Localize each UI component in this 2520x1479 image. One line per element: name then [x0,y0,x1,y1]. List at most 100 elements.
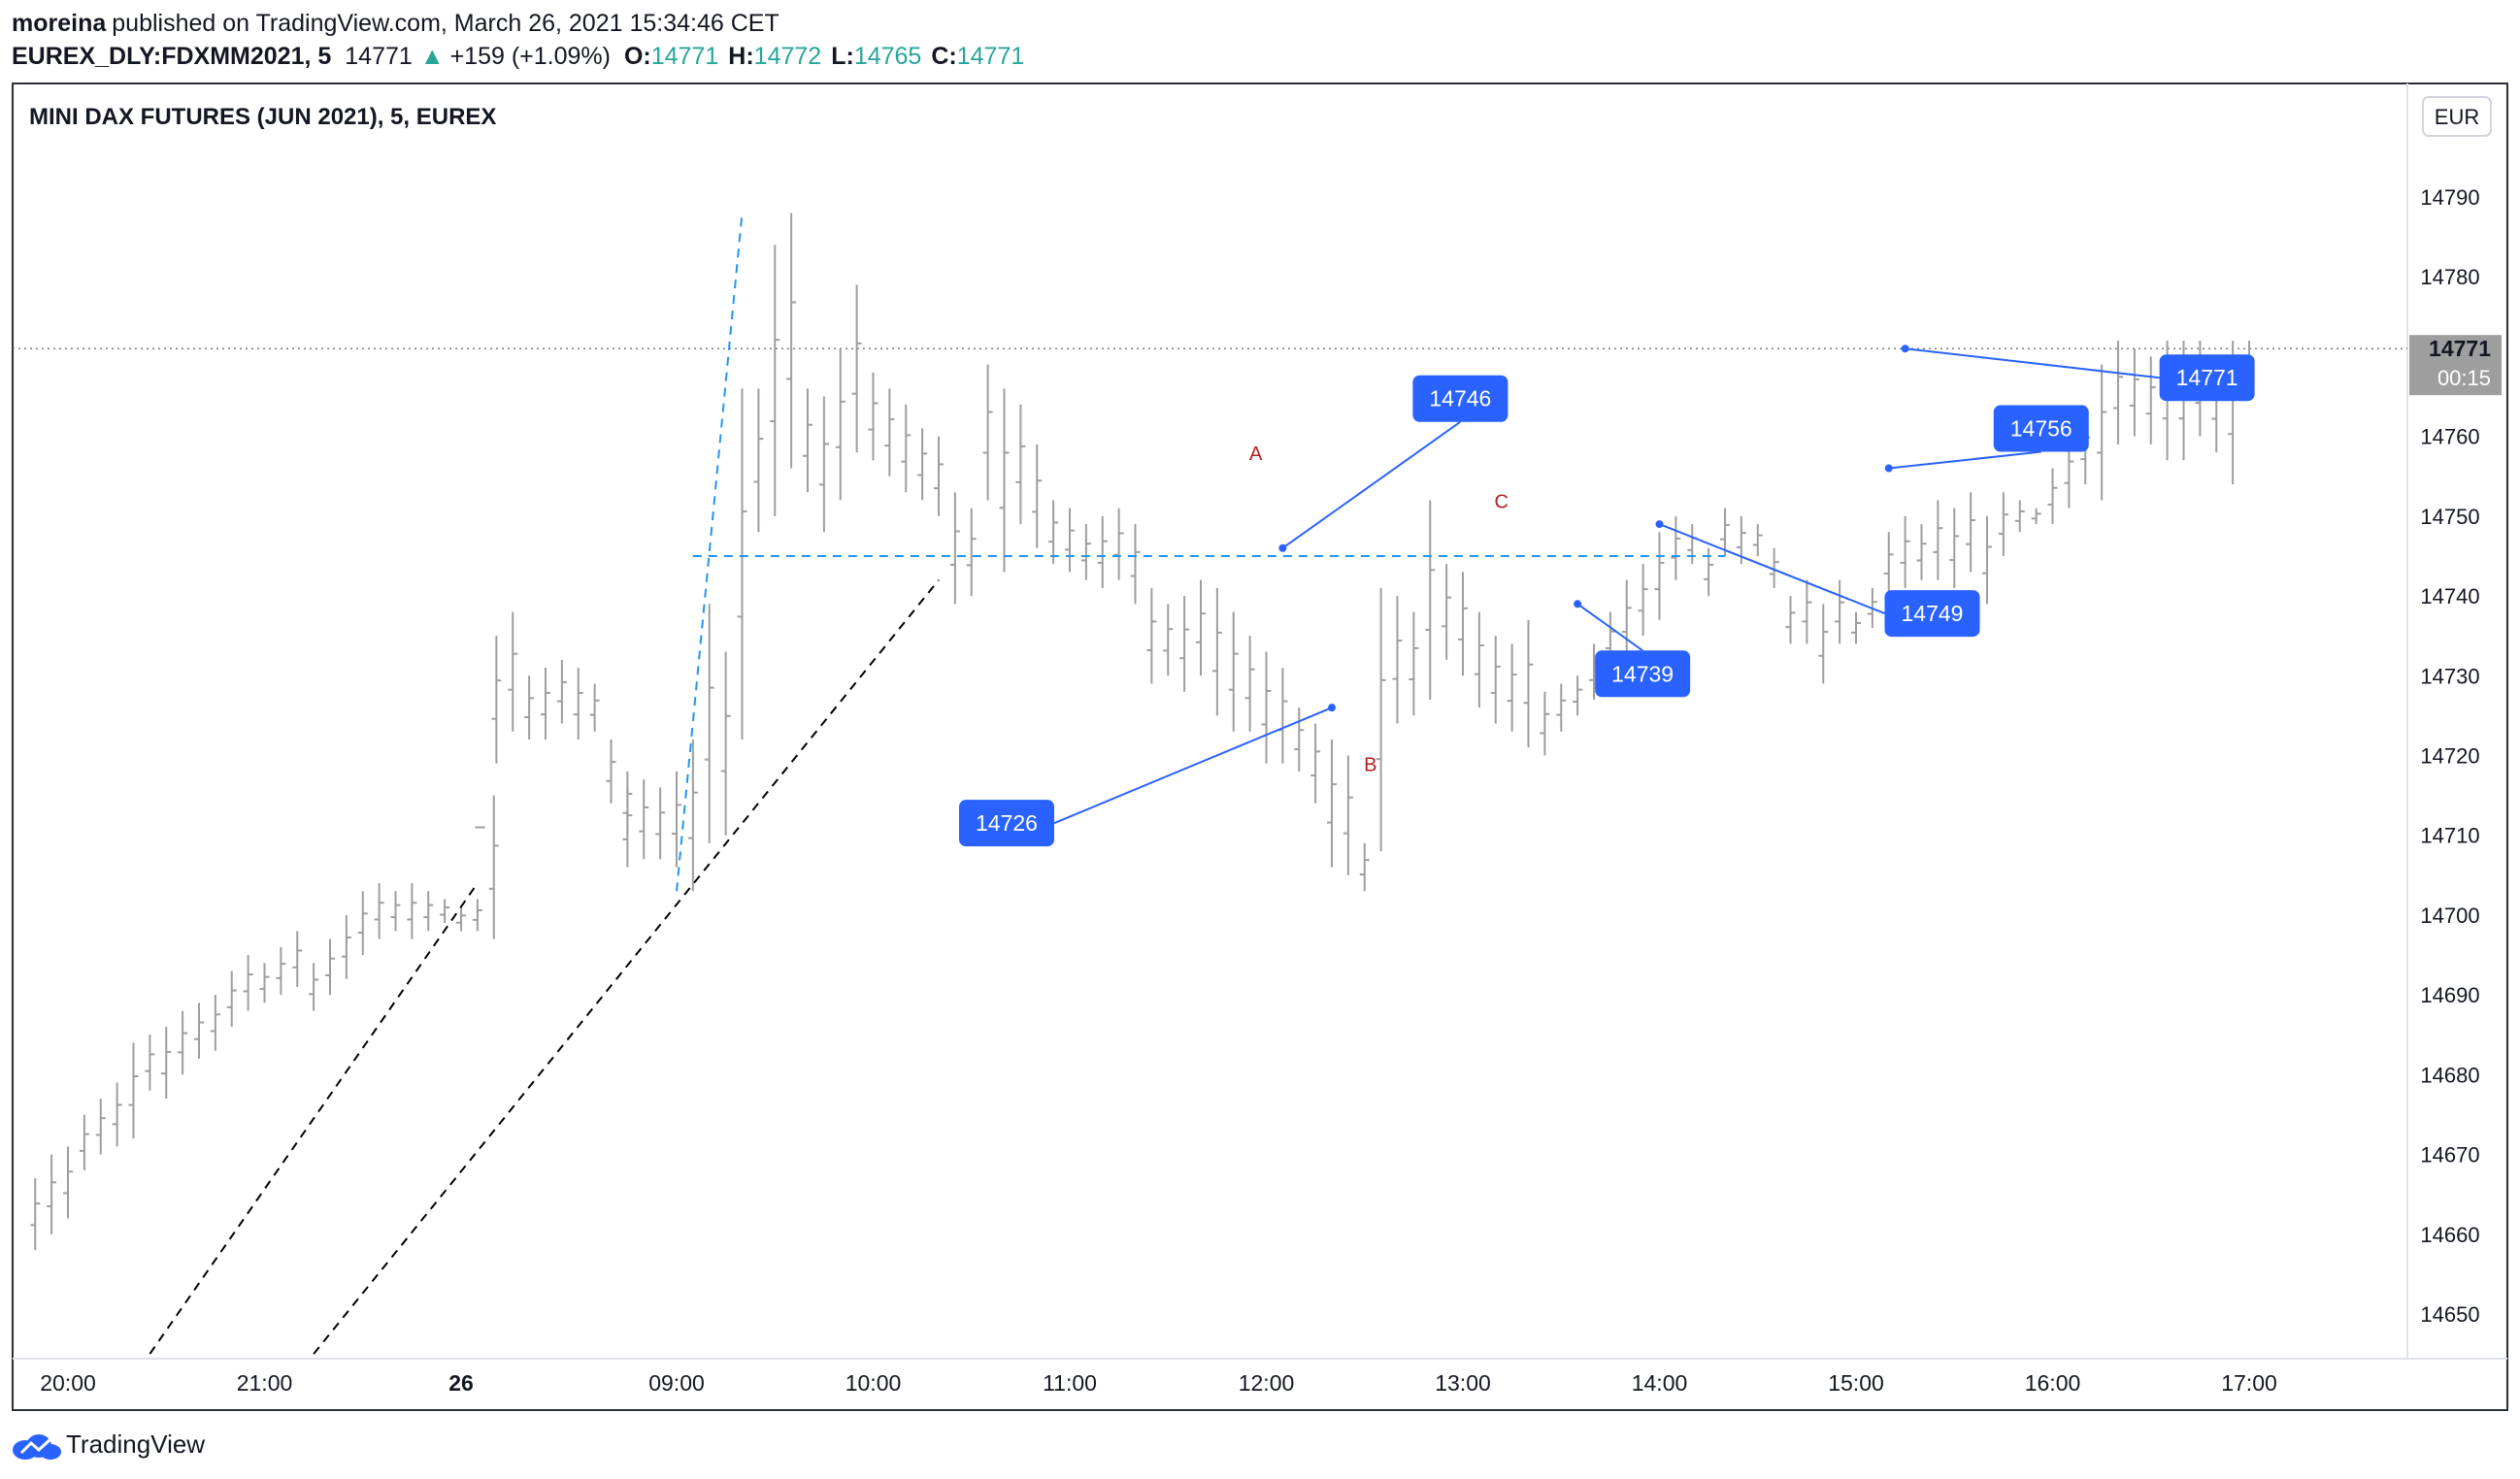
ohlc-bar [1900,515,1910,588]
ohlc-bar [1654,532,1665,620]
x-tick-label: 12:00 [1239,1370,1295,1396]
price-tag-value: 14771 [2429,336,2491,361]
ohlc-bar [1211,587,1222,716]
y-tick-label: 14790 [2420,185,2479,210]
ohlc-bar [720,651,731,836]
ohlc-bar [1196,579,1206,676]
ohlc-bar [1048,500,1059,565]
ohlc-bar [1998,492,2008,556]
currency-button[interactable]: EUR [2422,96,2492,137]
ohlc-bar [1982,515,1992,605]
ohlc-bar [803,388,812,493]
x-tick-label: 11:00 [1043,1370,1097,1396]
cloud-icon [13,1434,61,1460]
x-tick-label: 09:00 [648,1370,705,1396]
ohlc-bar [982,364,993,501]
ohlc-bar [949,492,960,605]
trendline [313,579,940,1355]
header-line-1: moreina published on TradingView.com, Mar… [12,10,779,37]
ohlc-bar [1573,675,1583,716]
ohlc-bar [917,428,928,501]
ohlc-bar [1179,596,1190,692]
chart-frame [12,82,2508,1411]
ohlc-bar [226,970,237,1028]
y-tick-label: 14700 [2420,904,2479,928]
ohlc-bar [2113,340,2123,444]
ohlc-bar [687,740,698,892]
ohlc-bar [79,1114,89,1171]
ohlc-bar [1769,547,1779,588]
close-label: C: [931,43,956,70]
ohlc-bar [786,213,797,469]
ohlc-bar [112,1082,122,1147]
wave-label: B [1364,755,1376,776]
low-value: 14765 [854,43,922,70]
ohlc-bar [1916,524,1927,580]
ohlc-bar [1671,515,1681,580]
ohlc-bar [966,508,977,597]
ohlc-bar [1818,604,1829,684]
header-line-2: EUREX_DLY:FDXMM2021, 5 14771 ▲ +159 (+1.09%… [12,43,1024,70]
trendline [149,882,479,1355]
ohlc-bar [1966,492,1976,573]
ohlc-bar [1802,579,1812,644]
x-tick-label: 13:00 [1435,1370,1491,1396]
ohlc-bar [161,1027,172,1100]
ohlc-bar [1310,723,1321,804]
ohlc-bar [2031,508,2041,525]
open-value: 14771 [651,43,719,70]
svg-text:14756: 14756 [2010,416,2072,442]
up-arrow-icon: ▲ [420,43,445,70]
ohlc-bar [145,1035,155,1091]
ohlc-bar [276,946,286,996]
x-tick-label: 10:00 [846,1370,902,1396]
last-price: 14771 [345,43,413,70]
svg-text:14746: 14746 [1429,386,1491,411]
ohlc-bar [1835,579,1845,644]
ohlc-bar [440,899,450,924]
ohlc-bar [1392,596,1403,724]
ohlc-bar [423,891,434,932]
ohlc-bar [1130,524,1141,605]
ohlc-bar [556,659,567,724]
ohlc-bar [1621,579,1632,660]
ohlc-bar [622,787,633,868]
price-label[interactable]: 14739 [1574,600,1691,698]
ohlc-bar [999,388,1010,573]
svg-text:14771: 14771 [2176,365,2238,390]
ohlc-bar [1933,500,1943,580]
ohlc-bar [178,1010,188,1075]
ohlc-bar [1261,651,1272,764]
x-tick-label: 14:00 [1632,1370,1688,1396]
y-tick-label: 14680 [2420,1063,2479,1087]
ohlc-bar [1097,515,1108,588]
ohlc-bar [818,396,829,533]
x-tick-label: 15:00 [1828,1370,1884,1396]
low-label: L: [831,43,854,70]
price-label[interactable]: 14756 [1884,405,2089,473]
ohlc-bar [573,668,583,740]
price-label[interactable]: 14749 [1655,520,1980,638]
ohlc-bar [508,611,518,732]
author-name: moreina [12,10,107,37]
open-label: O: [624,43,651,70]
tradingview-logo[interactable]: TradingView [13,1430,205,1460]
y-tick-label: 14710 [2420,824,2479,848]
x-tick-label: 21:00 [237,1370,293,1396]
ohlc-bar [390,891,401,932]
price-label[interactable]: 14726 [959,704,1336,847]
ohlc-bar [2014,500,2025,533]
ohlc-bar [901,404,912,493]
y-tick-label: 14650 [2420,1302,2479,1327]
price-label[interactable]: 14746 [1278,375,1509,552]
price-label[interactable]: 14771 [1901,345,2255,402]
ohlc-bar [259,963,270,1003]
high-value: 14772 [754,43,822,70]
ohlc-bar [2097,364,2107,501]
ohlc-bar [589,683,600,732]
ohlc-bar [47,1154,57,1234]
price-tag-countdown: 00:15 [2437,366,2491,390]
ohlc-bar [1228,611,1239,732]
ohlc-bar [1015,404,1026,525]
